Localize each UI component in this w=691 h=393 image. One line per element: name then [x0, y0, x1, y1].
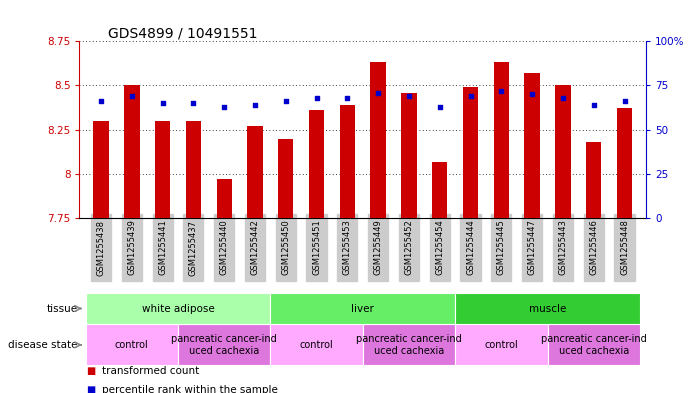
Point	[157, 100, 168, 106]
Text: white adipose: white adipose	[142, 303, 214, 314]
Point	[465, 93, 476, 99]
Text: control: control	[115, 340, 149, 350]
Bar	[155, 121, 170, 218]
Text: pancreatic cancer-ind
uced cachexia: pancreatic cancer-ind uced cachexia	[356, 334, 462, 356]
Bar	[455, 293, 640, 324]
Text: control: control	[300, 340, 334, 350]
Bar	[86, 293, 270, 324]
Point	[218, 103, 229, 110]
Bar	[432, 162, 448, 218]
Text: disease state: disease state	[8, 340, 78, 350]
Point	[619, 98, 630, 105]
Bar	[124, 85, 140, 218]
Text: muscle: muscle	[529, 303, 566, 314]
Bar	[401, 92, 417, 218]
Point	[372, 89, 384, 95]
Point	[527, 91, 538, 97]
Bar	[178, 324, 270, 365]
Text: tissue: tissue	[47, 303, 78, 314]
Text: transformed count: transformed count	[102, 366, 199, 376]
Text: GDS4899 / 10491551: GDS4899 / 10491551	[108, 26, 257, 40]
Bar	[556, 85, 571, 218]
Bar	[186, 121, 201, 218]
Text: control: control	[484, 340, 518, 350]
Bar	[455, 324, 547, 365]
Bar	[370, 62, 386, 218]
Bar	[340, 105, 355, 218]
Bar	[524, 73, 540, 218]
Point	[311, 95, 322, 101]
Bar	[86, 324, 178, 365]
Text: pancreatic cancer-ind
uced cachexia: pancreatic cancer-ind uced cachexia	[541, 334, 647, 356]
Bar	[463, 87, 478, 218]
Bar	[278, 139, 294, 218]
Bar	[93, 121, 108, 218]
Bar	[493, 62, 509, 218]
Point	[496, 88, 507, 94]
Bar	[270, 293, 455, 324]
Point	[558, 95, 569, 101]
Text: liver: liver	[351, 303, 375, 314]
Bar	[247, 126, 263, 218]
Bar	[309, 110, 324, 218]
Text: pancreatic cancer-ind
uced cachexia: pancreatic cancer-ind uced cachexia	[171, 334, 277, 356]
Text: ■: ■	[86, 366, 95, 376]
Point	[281, 98, 292, 105]
Bar	[617, 108, 632, 218]
Bar	[216, 179, 232, 218]
Point	[188, 100, 199, 106]
Point	[249, 102, 261, 108]
Text: ■: ■	[86, 385, 95, 393]
Text: percentile rank within the sample: percentile rank within the sample	[102, 385, 278, 393]
Bar	[270, 324, 363, 365]
Point	[404, 93, 415, 99]
Bar	[586, 142, 601, 218]
Point	[434, 103, 445, 110]
Point	[95, 98, 106, 105]
Bar	[547, 324, 640, 365]
Point	[342, 95, 353, 101]
Bar	[363, 324, 455, 365]
Point	[588, 102, 599, 108]
Point	[126, 93, 138, 99]
